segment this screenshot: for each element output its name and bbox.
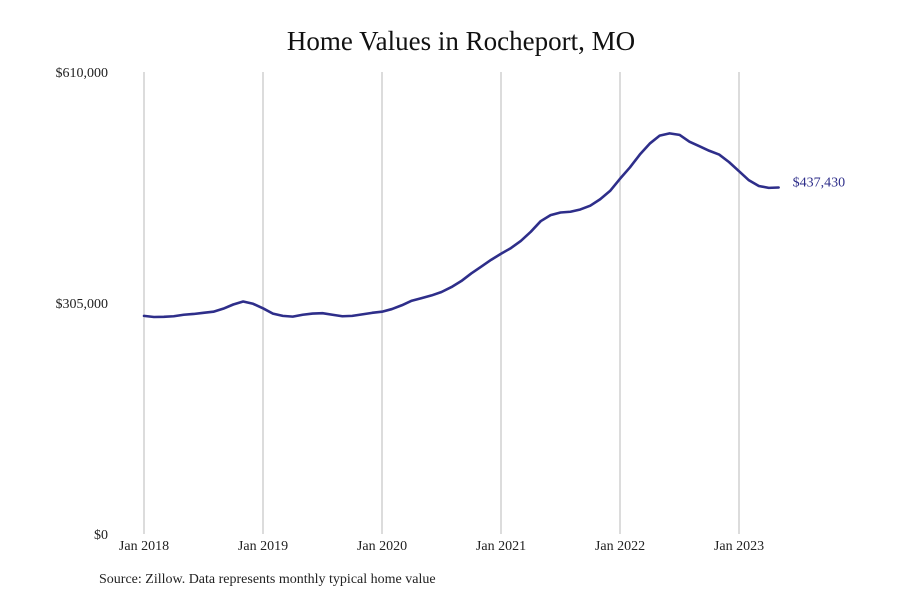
x-tick-label: Jan 2022: [595, 539, 645, 554]
source-note: Source: Zillow. Data represents monthly …: [99, 572, 436, 587]
x-tick-label: Jan 2021: [476, 539, 526, 554]
series: [142, 132, 780, 319]
x-tick-label: Jan 2023: [714, 539, 764, 554]
end-value-label: $437,430: [793, 176, 846, 191]
y-tick-label: $305,000: [56, 297, 109, 312]
x-tick-label: Jan 2020: [357, 539, 407, 554]
series-line: [142, 132, 780, 319]
x-tick-label: Jan 2019: [238, 539, 288, 554]
data-labels: $437,430: [793, 176, 846, 191]
gridlines: [143, 72, 740, 534]
x-axis-ticks: Jan 2018 Jan 2019 Jan 2020 Jan 2021 Jan 2022…: [119, 539, 764, 554]
chart-title: Home Values in Rocheport, MO: [286, 26, 636, 56]
y-tick-label: $0: [94, 528, 108, 543]
y-tick-label: $610,000: [56, 66, 109, 81]
x-tick-label: Jan 2018: [119, 539, 169, 554]
y-axis-ticks: $0 $305,000 $610,000: [56, 66, 109, 543]
